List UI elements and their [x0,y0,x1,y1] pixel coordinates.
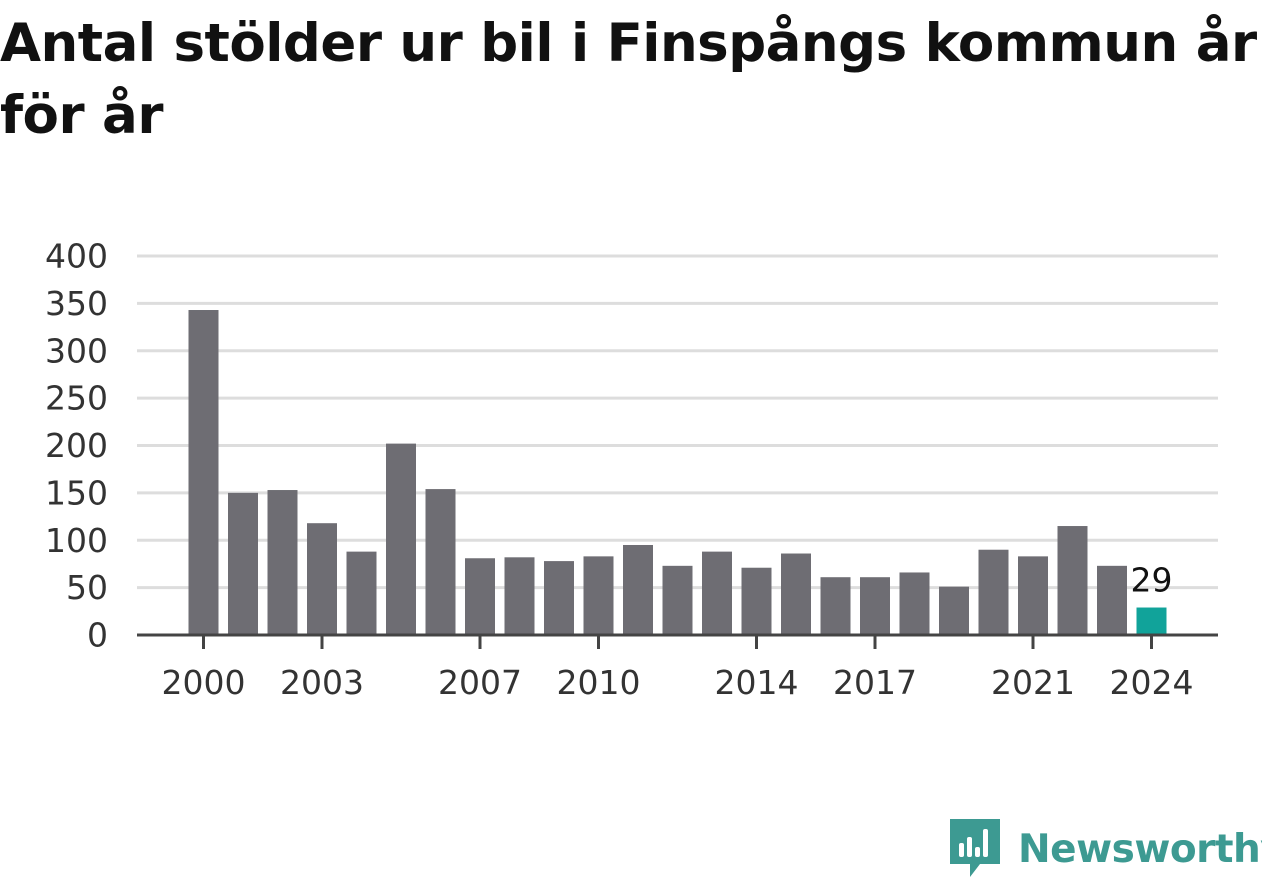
bar-2024 [1136,607,1167,635]
bar-2017 [860,577,890,635]
x-tick-label: 2021 [991,663,1075,702]
x-axis-ticks: 2000 2003 2007 2010 2014 2017 2021 2024 [162,635,1194,702]
bar-2010 [583,556,614,635]
x-tick-label: 2010 [557,663,641,702]
bar-2006 [425,489,456,635]
bar-2016 [820,577,851,635]
bar-2005 [386,443,416,635]
bar-2009 [544,561,574,635]
bar-2002 [267,490,298,635]
gridlines [137,254,1218,590]
x-tick-label: 2007 [438,663,522,702]
y-tick-label: 400 [45,237,108,276]
newsworthy-logo-icon [950,819,1000,877]
bar-2011 [623,544,653,635]
y-tick-label: 0 [87,616,108,655]
x-tick-label: 2017 [833,663,917,702]
x-tick-label: 2003 [280,663,364,702]
bars [188,310,1167,635]
bar-2007 [465,558,495,635]
brand-logo: Newsworthy [950,818,1262,880]
bar-chart: 0 50 100 150 200 250 300 350 400 2000 2003 2007 201… [45,237,1218,702]
y-tick-label: 250 [45,379,108,418]
bar-2018 [899,572,930,635]
y-tick-label: 100 [45,521,108,560]
bar-2001 [228,492,258,635]
bar-2023 [1097,565,1127,635]
data-label: 29 [1131,561,1173,600]
y-tick-label: 300 [45,331,108,370]
bar-2004 [346,551,377,635]
bar-2015 [781,553,811,635]
y-tick-label: 50 [66,568,108,607]
data-labels: 29 [1131,561,1173,600]
bar-2012 [662,565,693,635]
y-tick-label: 350 [45,284,108,323]
y-tick-label: 200 [45,426,108,465]
x-tick-label: 2024 [1110,663,1194,702]
bar-2014 [741,567,772,635]
bar-2003 [307,523,337,635]
bar-2000 [188,310,219,635]
bar-2019 [939,586,969,635]
bar-2008 [504,557,535,635]
x-tick-label: 2014 [715,663,799,702]
bar-2013 [702,551,732,635]
y-tick-label: 150 [45,473,108,512]
x-tick-label: 2000 [162,663,246,702]
bar-2020 [978,549,1009,635]
bar-2021 [1018,556,1048,635]
brand-name: Newsworthy [1018,826,1262,872]
y-axis-tick-labels: 0 50 100 150 200 250 300 350 400 [45,237,108,655]
chart-title: Antal stölder ur bil i Finspångs kommun … [0,13,1257,146]
bar-2022 [1057,526,1088,635]
